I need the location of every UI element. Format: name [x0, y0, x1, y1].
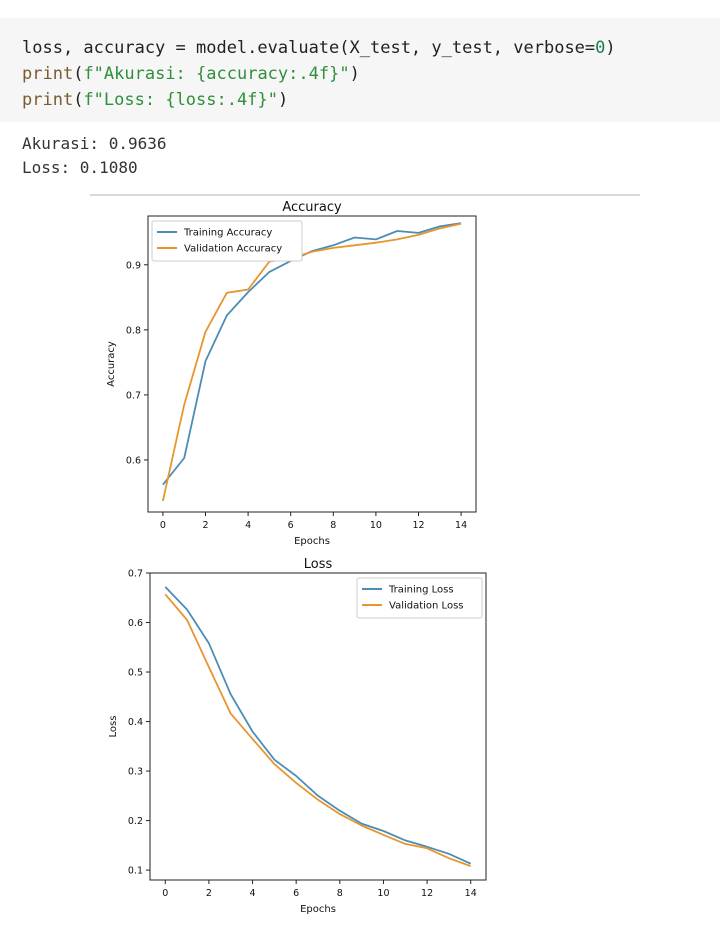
loss-x-tick-label: 14: [465, 888, 477, 899]
loss-legend-label: Validation Loss: [389, 601, 464, 612]
loss-x-axis-label: Epochs: [300, 904, 336, 915]
code-line-3: print(f"Loss: {loss:.4f}"): [22, 90, 288, 110]
loss-x-tick-label: 6: [293, 888, 299, 899]
loss-x-tick-label: 8: [337, 888, 343, 899]
output-loss: Loss: 0.1080: [22, 158, 138, 177]
loss-y-tick-label: 0.6: [128, 618, 143, 629]
code-line-3-str2: ": [267, 90, 278, 110]
accuracy-x-tick-label: 4: [245, 520, 251, 531]
code-line-2-expr: {accuracy:.4f}: [196, 64, 340, 84]
loss-y-tick-label: 0.4: [128, 717, 143, 728]
loss-x-tick-label: 12: [421, 888, 433, 899]
code-line-3-str1: f"Loss:: [83, 90, 166, 110]
code-line-1-num: 0: [595, 38, 606, 58]
loss-x-tick-label: 0: [162, 888, 168, 899]
loss-legend-box: [356, 577, 483, 619]
loss-x-tick-label: 4: [250, 888, 256, 899]
loss-chart-title: Loss: [304, 557, 333, 572]
accuracy-x-tick-label: 14: [455, 520, 467, 531]
code-line-1-close: ): [605, 38, 616, 58]
accuracy-x-tick-label: 10: [370, 520, 382, 531]
loss-x-tick-label: 2: [206, 888, 212, 899]
accuracy-x-tick-label: 0: [160, 520, 166, 531]
accuracy-x-tick-label: 2: [202, 520, 208, 531]
accuracy-y-tick-label: 0.9: [126, 260, 141, 271]
accuracy-x-tick-label: 12: [412, 520, 424, 531]
output-divider: [90, 194, 640, 196]
accuracy-legend-box: [151, 220, 303, 262]
accuracy-y-tick-label: 0.8: [126, 325, 141, 336]
loss-y-tick-label: 0.7: [128, 569, 143, 580]
accuracy-series-validation-line: [162, 222, 462, 502]
loss-legend-label: Training Loss: [388, 585, 454, 596]
code-line-1-text: loss, accuracy = model.evaluate(X_test, …: [22, 38, 596, 58]
code-line-2-open: (: [73, 64, 84, 84]
loss-plot-frame: [149, 572, 487, 881]
loss-series-training-line: [164, 586, 472, 865]
code-line-1: loss, accuracy = model.evaluate(X_test, …: [22, 38, 616, 58]
code-line-2-close: ): [349, 64, 360, 84]
output-accuracy: Akurasi: 0.9636: [22, 134, 167, 153]
accuracy-chart: Accuracy 0 2 4 6 8 10 12 14 0.6 0.7 0.8 0.9 Epochs Acc…: [106, 200, 477, 547]
code-line-3-expr: {loss:.4f}: [165, 90, 268, 110]
code-line-2-str2: ": [339, 64, 350, 84]
accuracy-plot-frame: [147, 215, 477, 513]
loss-y-axis-label: Loss: [108, 716, 119, 738]
code-line-2-str1: f"Akurasi:: [83, 64, 197, 84]
accuracy-y-tick-label: 0.6: [126, 455, 141, 466]
loss-y-tick-label: 0.3: [128, 767, 143, 778]
loss-y-tick-label: 0.1: [128, 866, 143, 877]
accuracy-legend-label: Validation Accuracy: [184, 244, 282, 255]
accuracy-x-tick-label: 6: [288, 520, 294, 531]
accuracy-legend-label: Training Accuracy: [183, 228, 272, 239]
accuracy-y-tick-label: 0.7: [126, 390, 141, 401]
code-line-3-open: (: [73, 90, 84, 110]
code-line-2: print(f"Akurasi: {accuracy:.4f}"): [22, 64, 360, 84]
accuracy-y-axis-label: Accuracy: [106, 341, 117, 387]
loss-series-validation-line: [164, 593, 472, 867]
code-line-2-fn: print: [22, 64, 74, 84]
loss-y-tick-label: 0.2: [128, 816, 143, 827]
code-cell[interactable]: loss, accuracy = model.evaluate(X_test, …: [0, 18, 720, 122]
accuracy-chart-title: Accuracy: [282, 200, 342, 215]
accuracy-x-tick-label: 8: [330, 520, 336, 531]
loss-y-tick-label: 0.5: [128, 668, 143, 679]
accuracy-x-axis-label: Epochs: [294, 536, 330, 547]
code-line-3-close: ): [277, 90, 289, 110]
code-line-3-fn: print: [22, 90, 74, 110]
loss-x-tick-label: 10: [377, 888, 389, 899]
